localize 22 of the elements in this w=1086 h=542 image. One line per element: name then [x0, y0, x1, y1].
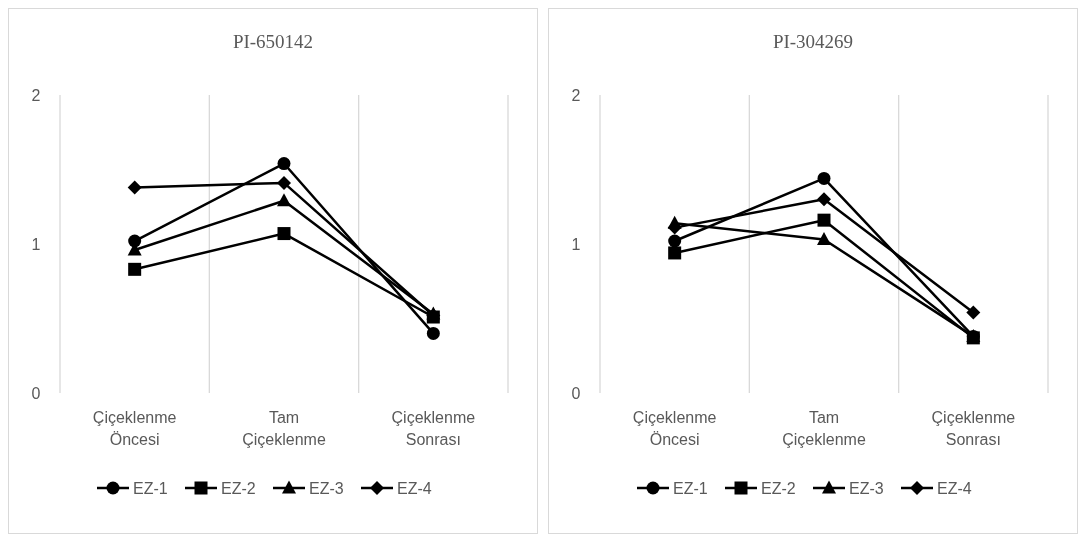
- legend-label: EZ-2: [221, 480, 256, 497]
- legend-label: EZ-3: [849, 480, 884, 497]
- x-tick-label: Tam Çiçeklenme: [782, 409, 866, 448]
- y-tick-label: 0: [571, 385, 581, 402]
- x-tick-label: Çiçeklenme Öncesi: [632, 409, 717, 448]
- x-tick-label: Çiçeklenme Öncesi: [92, 409, 177, 448]
- chart-title: PI-304269: [772, 31, 854, 52]
- x-tick-label: Çiçeklenme Sonrası: [391, 409, 476, 448]
- legend-label: EZ-4: [397, 480, 432, 497]
- legend-label: EZ-2: [761, 480, 796, 497]
- x-tick-label: Tam Çiçeklenme: [242, 409, 326, 448]
- legend-label: EZ-1: [673, 480, 708, 497]
- legend-label: EZ-1: [133, 480, 168, 497]
- y-tick-label: 2: [31, 87, 41, 104]
- y-tick-label: 1: [31, 236, 41, 253]
- y-tick-label: 2: [571, 87, 581, 104]
- y-tick-label: 0: [31, 385, 41, 402]
- legend-label: EZ-4: [937, 480, 972, 497]
- legend-label: EZ-3: [309, 480, 344, 497]
- chart-title: PI-650142: [232, 31, 314, 52]
- y-tick-label: 1: [571, 236, 581, 253]
- x-tick-label: Çiçeklenme Sonrası: [931, 409, 1016, 448]
